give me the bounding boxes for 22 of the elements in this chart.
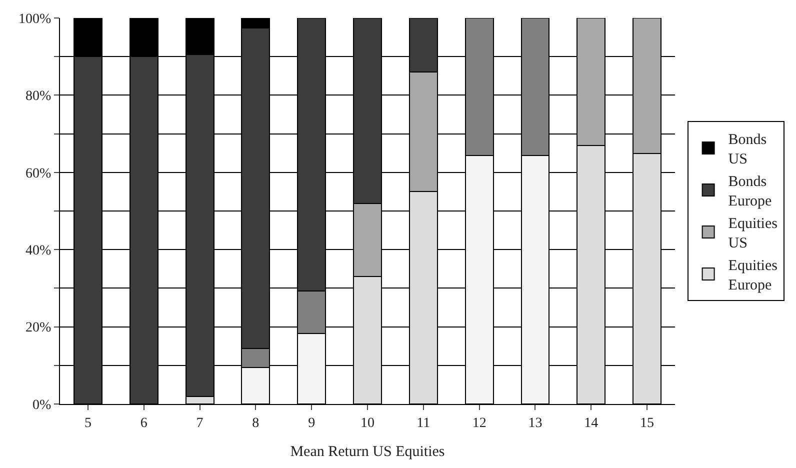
y-tick-label: 40%	[26, 244, 52, 258]
x-tick-label: 5	[84, 416, 92, 431]
x-tick-label: 12	[472, 416, 486, 431]
x-tick-label: 10	[360, 416, 374, 431]
x-axis-title: Mean Return US Equities	[290, 444, 445, 460]
y-tick-label: 20%	[26, 320, 52, 336]
y-tick-label: 60%	[26, 166, 52, 182]
x-tick-label: 14	[584, 416, 598, 431]
legend-label: Bonds US	[728, 132, 767, 168]
x-tick-label: 9	[308, 416, 316, 431]
legend-label: Equities Europe	[728, 258, 778, 294]
x-tick-label: 11	[416, 416, 430, 431]
y-tick-label: 80%	[26, 89, 52, 104]
x-tick-label: 7	[196, 416, 204, 431]
x-tick-label: 8	[252, 416, 260, 431]
x-tick-label: 6	[140, 416, 148, 431]
y-tick-label: 0%	[32, 398, 52, 413]
legend-label: Equities US	[728, 216, 778, 252]
y-tick-label: 100%	[18, 12, 52, 27]
legend-label: Bonds Europe	[728, 174, 772, 210]
x-tick-label: 15	[640, 416, 654, 431]
x-tick-label: 13	[528, 416, 542, 431]
